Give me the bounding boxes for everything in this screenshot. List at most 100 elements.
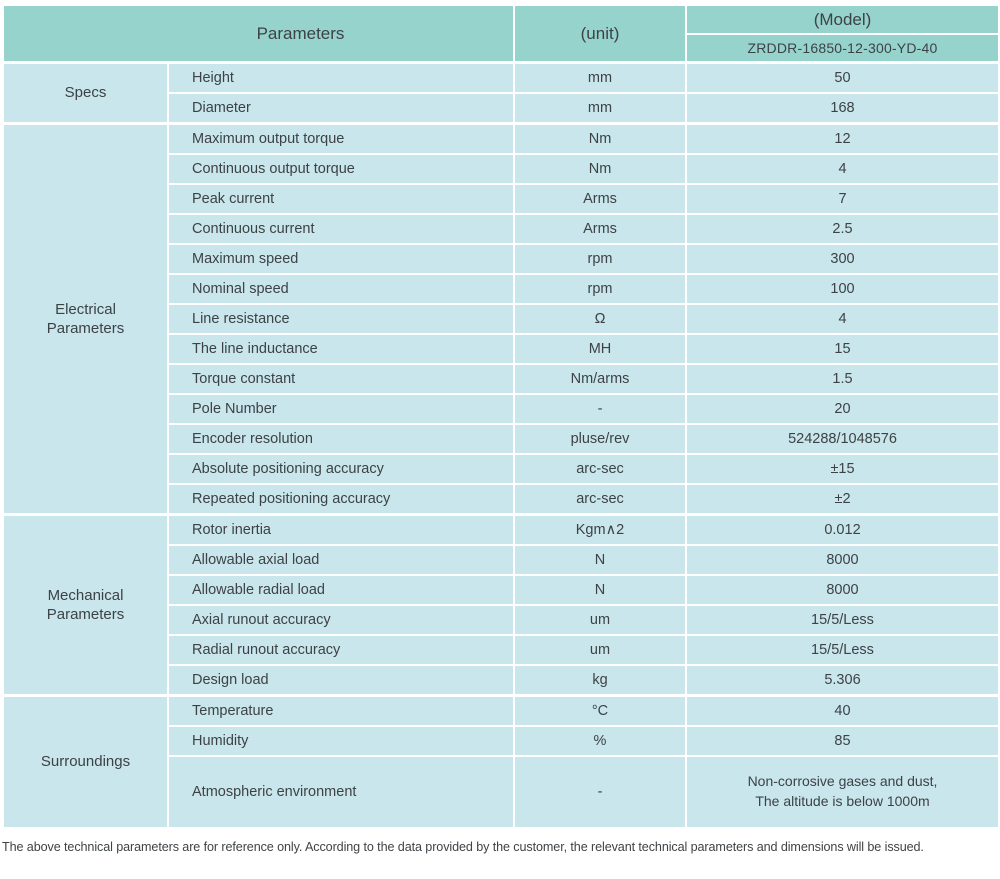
- param-value: 4: [685, 303, 1000, 335]
- param-name: Nominal speed: [167, 273, 515, 305]
- param-value: ±15: [685, 453, 1000, 485]
- param-value: 0.012: [685, 513, 1000, 546]
- param-name: The line inductance: [167, 333, 515, 365]
- param-name: Absolute positioning accuracy: [167, 453, 515, 485]
- param-unit: Nm: [513, 122, 687, 155]
- table-row: Continuous output torque Nm 4: [3, 153, 1000, 185]
- table-row: Peak current Arms 7: [3, 183, 1000, 215]
- table-row: Pole Number - 20: [3, 393, 1000, 425]
- param-name: Atmospheric environment: [167, 755, 515, 829]
- param-value: 85: [685, 725, 1000, 757]
- table-row: Continuous current Arms 2.5: [3, 213, 1000, 245]
- param-name: Continuous output torque: [167, 153, 515, 185]
- param-unit: Arms: [513, 183, 687, 215]
- table-row: Repeated positioning accuracy arc-sec ±2: [3, 483, 1000, 516]
- param-name: Radial runout accuracy: [167, 634, 515, 666]
- param-value: 100: [685, 273, 1000, 305]
- param-value: 524288/1048576: [685, 423, 1000, 455]
- spec-table: Parameters (unit) (Model) ZRDDR-16850-12…: [2, 4, 1000, 829]
- param-value: ±2: [685, 483, 1000, 516]
- table-row: Design load kg 5.306: [3, 664, 1000, 697]
- param-name: Axial runout accuracy: [167, 604, 515, 636]
- param-unit: um: [513, 634, 687, 666]
- param-unit: pluse/rev: [513, 423, 687, 455]
- param-name: Allowable radial load: [167, 574, 515, 606]
- param-unit: Kgm∧2: [513, 513, 687, 546]
- param-name: Repeated positioning accuracy: [167, 483, 515, 516]
- param-value: 7: [685, 183, 1000, 215]
- param-unit: Arms: [513, 213, 687, 245]
- param-name: Peak current: [167, 183, 515, 215]
- header-unit: (unit): [513, 4, 687, 64]
- param-name: Temperature: [167, 694, 515, 727]
- param-unit: rpm: [513, 243, 687, 275]
- param-unit: um: [513, 604, 687, 636]
- param-unit: N: [513, 574, 687, 606]
- table-row: Allowable axial load N 8000: [3, 544, 1000, 576]
- param-value: 15/5/Less: [685, 604, 1000, 636]
- table-row: Line resistance Ω 4: [3, 303, 1000, 335]
- table-row: Diameter mm 168: [3, 92, 1000, 125]
- param-name: Line resistance: [167, 303, 515, 335]
- param-value: 2.5: [685, 213, 1000, 245]
- param-name: Humidity: [167, 725, 515, 757]
- param-value: 40: [685, 694, 1000, 727]
- param-name: Rotor inertia: [167, 513, 515, 546]
- param-name: Continuous current: [167, 213, 515, 245]
- group-label-mechanical-parameters: Mechanical Parameters: [2, 513, 169, 697]
- table-row: Specs Height mm 50: [2, 61, 1000, 125]
- param-name: Design load: [167, 664, 515, 697]
- header-row-model: ZRDDR-16850-12-300-YD-40: [3, 33, 1000, 64]
- param-name: Allowable axial load: [167, 544, 515, 576]
- group-label-surroundings: Surroundings: [2, 694, 169, 829]
- table-row: Surroundings Temperature °C 40: [2, 694, 1000, 829]
- table-row: Humidity % 85: [3, 725, 1000, 757]
- param-unit: Nm: [513, 153, 687, 185]
- header-model-value: ZRDDR-16850-12-300-YD-40: [685, 33, 1000, 64]
- table-body: Specs Height mm 50 Diameter mm 168 Elect…: [2, 61, 1000, 829]
- param-unit: Nm/arms: [513, 363, 687, 395]
- param-value: 5.306: [685, 664, 1000, 697]
- param-value: 8000: [685, 574, 1000, 606]
- param-value: 50: [685, 61, 1000, 94]
- header-row-top: Parameters (unit) (Model): [2, 4, 1000, 64]
- param-unit: °C: [513, 694, 687, 727]
- param-unit: rpm: [513, 273, 687, 305]
- header-model: (Model): [685, 4, 1000, 35]
- param-unit: arc-sec: [513, 453, 687, 485]
- param-value: 12: [685, 122, 1000, 155]
- param-value: 15: [685, 333, 1000, 365]
- param-value: 15/5/Less: [685, 634, 1000, 666]
- spec-sheet: Parameters (unit) (Model) ZRDDR-16850-12…: [2, 4, 1000, 854]
- table-row: Allowable radial load N 8000: [3, 574, 1000, 606]
- table-row: Absolute positioning accuracy arc-sec ±1…: [3, 453, 1000, 485]
- table-row: Maximum speed rpm 300: [3, 243, 1000, 275]
- param-unit: mm: [513, 61, 687, 94]
- table-header: Parameters (unit) (Model) ZRDDR-16850-12…: [2, 4, 1000, 64]
- group-label-specs: Specs: [2, 61, 169, 125]
- param-value: 168: [685, 92, 1000, 125]
- param-unit: kg: [513, 664, 687, 697]
- header-parameters: Parameters: [2, 4, 515, 64]
- param-unit: Ω: [513, 303, 687, 335]
- param-value: 8000: [685, 544, 1000, 576]
- footnote: The above technical parameters are for r…: [2, 840, 924, 854]
- table-row: Encoder resolution pluse/rev 524288/1048…: [3, 423, 1000, 455]
- table-row: Nominal speed rpm 100: [3, 273, 1000, 305]
- param-value: 1.5: [685, 363, 1000, 395]
- param-unit: mm: [513, 92, 687, 125]
- table-row: Axial runout accuracy um 15/5/Less: [3, 604, 1000, 636]
- param-name: Maximum speed: [167, 243, 515, 275]
- table-row: Mechanical Parameters Rotor inertia Kgm∧…: [2, 513, 1000, 697]
- param-value: Non-corrosive gases and dust, The altitu…: [685, 755, 1000, 829]
- param-unit: N: [513, 544, 687, 576]
- param-unit: -: [513, 393, 687, 425]
- param-unit: %: [513, 725, 687, 757]
- table-row: Atmospheric environment - Non-corrosive …: [3, 755, 1000, 829]
- table-row: The line inductance MH 15: [3, 333, 1000, 365]
- param-unit: MH: [513, 333, 687, 365]
- param-value: 300: [685, 243, 1000, 275]
- table-row: Radial runout accuracy um 15/5/Less: [3, 634, 1000, 666]
- param-name: Height: [167, 61, 515, 94]
- param-value: 4: [685, 153, 1000, 185]
